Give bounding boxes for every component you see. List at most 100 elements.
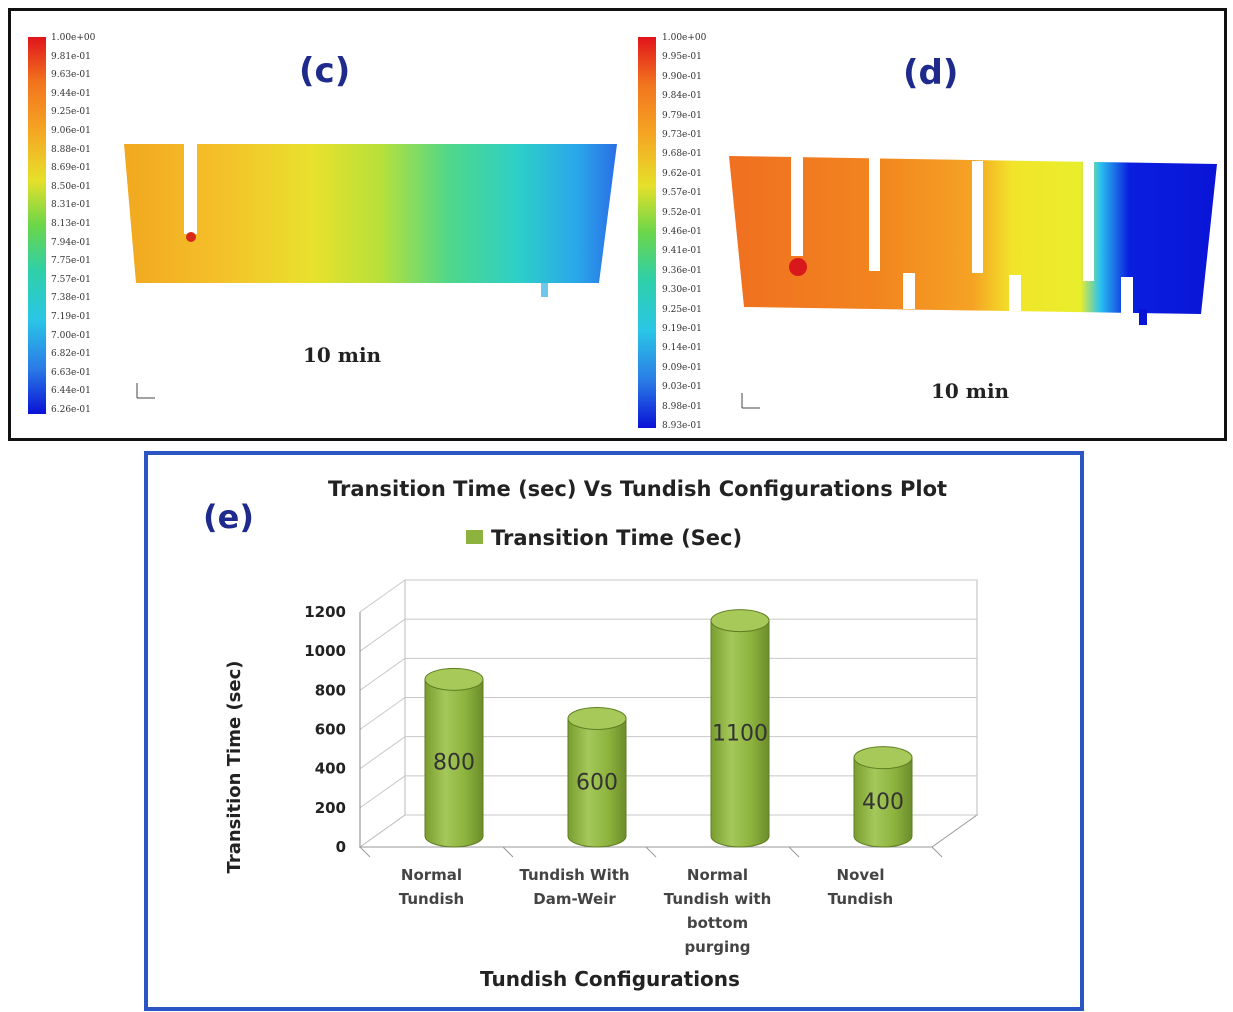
colorbar-d-tick: 9.73e-01: [662, 130, 702, 140]
colorbar-d-tick: 9.46e-01: [662, 227, 702, 237]
colorbar-d-tick: 9.25e-01: [662, 304, 702, 315]
bar-top: [567, 707, 627, 730]
tundish-d-outlet: [1139, 309, 1147, 325]
y-tick-label: 0: [336, 838, 346, 856]
tundish-d-shroud: [791, 156, 803, 256]
y-axis-ticks: 0 200 400 600 800 1000 1200: [304, 603, 346, 856]
colorbar-c-tick: 7.00e-01: [51, 330, 91, 341]
colorbar-c-tick: 7.19e-01: [51, 312, 91, 322]
colorbar-d-tick: 9.57e-01: [662, 188, 702, 199]
category-divider: [359, 846, 371, 858]
tundish-c-shroud: [184, 144, 197, 234]
y-tick-label: 400: [315, 760, 346, 778]
tundish-d-inlet: [789, 258, 807, 276]
y-tick-label: 1000: [304, 642, 346, 660]
legend-label: Transition Time (Sec): [491, 526, 742, 550]
colorbar-c-tick: 6.82e-01: [51, 349, 91, 360]
contour-figure-panel: (c) (d) 10 min 10 min 1.00e+00 9.81e-01 9.…: [8, 8, 1227, 441]
data-label: 1100: [712, 721, 768, 746]
y-tick-label: 800: [315, 681, 346, 699]
gridline-side: [359, 736, 406, 770]
chart-panel-label: (e): [203, 498, 254, 536]
category-divider: [931, 846, 943, 858]
colorbar-c-tick: 7.94e-01: [51, 237, 91, 248]
colorbar-c-tick: 8.88e-01: [51, 144, 91, 155]
tundish-d-dam-1: [903, 273, 915, 309]
data-label: 400: [862, 790, 904, 815]
colorbar-d-tick: 9.68e-01: [662, 149, 702, 160]
colorbar-d-tick: 9.84e-01: [662, 91, 702, 102]
bar-top: [424, 667, 484, 691]
category-divider: [788, 846, 800, 858]
colorbar-c-tick: 7.38e-01: [51, 293, 91, 304]
chart-svg: (e) Transition Time (sec) Vs Tundish Con…: [203, 477, 979, 991]
tundish-d-weir-2: [972, 161, 983, 273]
colorbar-d-tick: 9.52e-01: [662, 207, 702, 218]
data-label: 800: [433, 751, 475, 776]
colorbar-d-tick: 9.90e-01: [662, 71, 702, 82]
bar-top: [853, 746, 913, 770]
y-axis-label: Transition Time (sec): [224, 661, 245, 874]
colorbar-d-tick: 9.41e-01: [662, 246, 702, 257]
colorbar-c-tick: 8.31e-01: [51, 200, 91, 211]
bar: 600: [567, 707, 627, 848]
colorbar-d-tick: 9.03e-01: [662, 382, 702, 393]
colorbar-c-tick: 7.75e-01: [51, 256, 91, 267]
bar: 800: [424, 667, 484, 848]
colorbar-c-tick: 9.81e-01: [51, 51, 91, 62]
colorbar-c-tick: 1.00e+00: [51, 33, 96, 43]
axes-glyph-d: [741, 393, 760, 409]
colorbar-d-tick: 9.09e-01: [662, 362, 702, 373]
gridline-side: [359, 618, 406, 652]
contour-svg: [28, 37, 1217, 428]
category-divider: [645, 846, 657, 858]
panel-label-d: (d): [903, 53, 959, 93]
gridline-side: [359, 657, 406, 691]
chart-title: Transition Time (sec) Vs Tundish Configu…: [328, 477, 947, 501]
time-label-d: 10 min: [931, 379, 1010, 403]
colorbar-c-tick: 9.63e-01: [51, 70, 91, 81]
gridline-side: [359, 579, 406, 613]
bar-body: [424, 678, 484, 848]
tundish-c-outlet: [541, 283, 548, 297]
category-label: Normal Tundish: [399, 866, 464, 908]
y-tick-label: 1200: [304, 603, 346, 621]
x-axis-label: Tundish Configurations: [480, 967, 740, 991]
axes-glyph-c: [136, 383, 155, 399]
bar-body: [710, 620, 770, 848]
colorbar-d-tick: 1.00e+00: [662, 33, 707, 43]
chart-panel: (e) Transition Time (sec) Vs Tundish Con…: [144, 451, 1084, 1011]
gridline-side: [359, 775, 406, 809]
colorbar-c-tick: 8.13e-01: [51, 219, 91, 229]
tundish-d-weir-3: [1083, 161, 1094, 281]
tundish-d-dam-3: [1121, 277, 1133, 313]
colorbar-d-tick: 8.93e-01: [662, 421, 702, 431]
tundish-contour-c: [124, 144, 617, 283]
bar-top: [710, 609, 770, 633]
legend-swatch: [466, 530, 483, 544]
colorbar-d-tick: 9.95e-01: [662, 52, 702, 63]
colorbar-c-tick: 6.63e-01: [51, 367, 91, 378]
colorbar-d-tick: 9.79e-01: [662, 110, 702, 121]
bars: 800 600 1100 400: [424, 609, 913, 848]
gridline-side: [359, 814, 406, 848]
bar-body: [567, 718, 627, 848]
category-labels: Normal Tundish Tundish With Dam-Weir Normal T…: [399, 866, 893, 956]
tundish-d-weir-1: [869, 156, 880, 271]
bar: 400: [853, 746, 913, 848]
category-label: Novel Tundish: [828, 866, 893, 908]
colorbar-c-tick: 9.06e-01: [51, 126, 91, 136]
time-label-c: 10 min: [303, 343, 382, 367]
colorbar-c-tick: 9.44e-01: [51, 88, 91, 99]
category-divider: [502, 846, 514, 858]
colorbar-c-tick: 6.26e-01: [51, 405, 91, 415]
colorbar-c-tick: 7.57e-01: [51, 274, 91, 285]
colorbar-d-tick: 9.19e-01: [662, 324, 702, 334]
data-label: 600: [576, 770, 618, 795]
colorbar-c-tick: 8.50e-01: [51, 181, 91, 192]
tundish-d-dam-2: [1009, 275, 1021, 311]
colorbar-d-tick: 9.36e-01: [662, 265, 702, 276]
tundish-c-inlet: [186, 232, 196, 242]
category-label: Normal Tundish with bottom purging: [664, 866, 772, 956]
y-tick-label: 600: [315, 721, 346, 739]
